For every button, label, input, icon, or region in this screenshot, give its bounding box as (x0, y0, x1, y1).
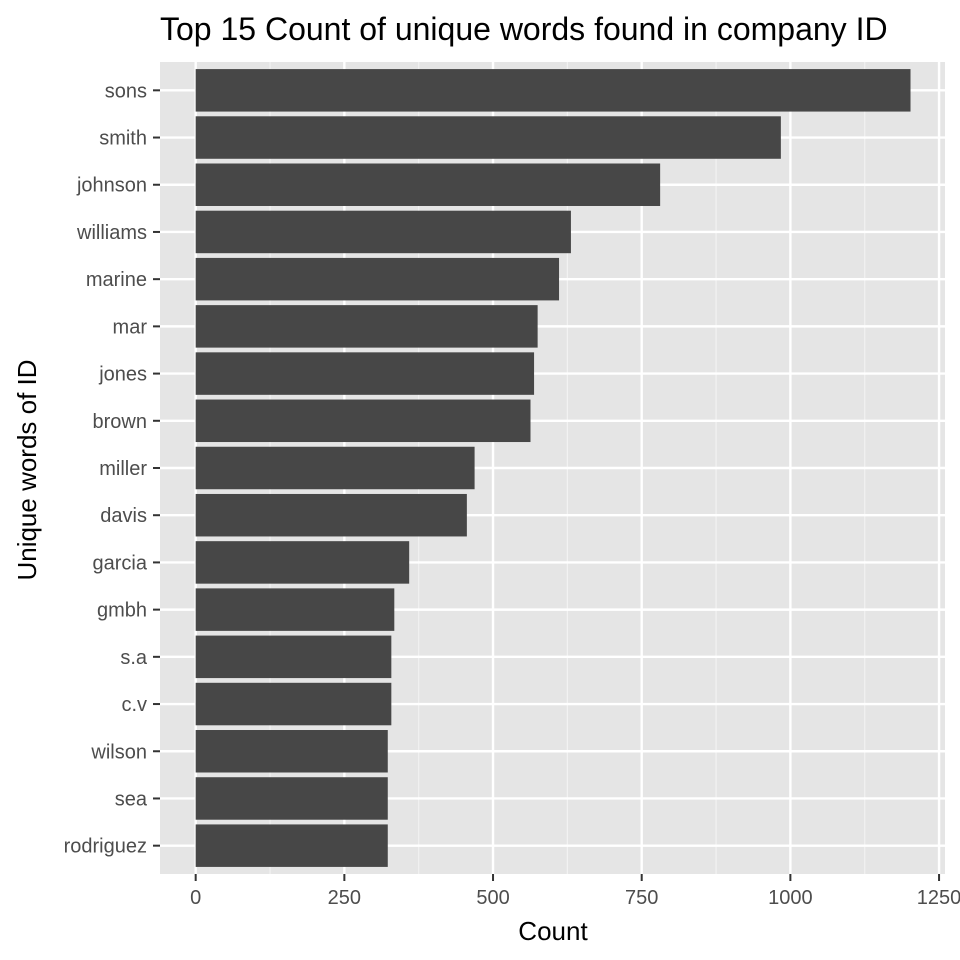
y-axis: sons smith johnson williams marine mar jones br… (64, 80, 160, 858)
bar-garcia (195, 541, 410, 584)
y-tick-label: jones (98, 364, 147, 386)
y-tick-label: mar (113, 316, 148, 338)
x-tick-label: 1000 (768, 887, 813, 909)
bar-rodriguez (195, 824, 388, 867)
y-tick-label: davis (100, 505, 147, 527)
bar-miller (195, 446, 475, 490)
y-tick-label: marine (86, 269, 147, 291)
y-tick-label: johnson (76, 175, 147, 197)
y-tick-label: rodriguez (64, 836, 147, 858)
x-tick-label: 750 (625, 887, 658, 909)
bar-davis (195, 493, 467, 537)
bar-gmbh (195, 588, 395, 631)
y-tick-label: williams (76, 222, 147, 244)
bar-sons (195, 69, 911, 112)
bar-c-v (195, 682, 392, 726)
y-tick-label: wilson (90, 741, 147, 763)
x-tick-label: 500 (476, 887, 509, 909)
y-tick-label: c.v (121, 694, 147, 716)
y-tick-label: gmbh (97, 600, 147, 622)
bar-sea (195, 777, 388, 820)
bar-wilson (195, 730, 388, 773)
bar-jones (195, 352, 535, 395)
x-tick-label: 1250 (917, 887, 960, 909)
x-axis-title: Count (518, 916, 588, 946)
bar-smith (195, 116, 781, 159)
bar-brown (195, 399, 531, 443)
y-axis-title: Unique words of ID (12, 359, 42, 580)
bar-s-a (195, 635, 392, 679)
bar-williams (195, 210, 571, 254)
x-tick-label: 0 (190, 887, 201, 909)
chart-title: Top 15 Count of unique words found in co… (160, 11, 888, 47)
y-tick-label: garcia (93, 552, 148, 574)
y-tick-label: sons (105, 80, 147, 102)
x-tick-label: 250 (328, 887, 361, 909)
y-tick-label: s.a (120, 647, 148, 669)
bar-johnson (195, 163, 661, 206)
y-tick-label: brown (93, 411, 147, 433)
bar-mar (195, 305, 538, 348)
x-axis: 0 250 500 750 1000 1250 (190, 874, 960, 909)
y-tick-label: miller (99, 458, 147, 480)
y-tick-label: sea (115, 788, 148, 810)
bars (195, 69, 911, 867)
y-tick-label: smith (99, 128, 147, 150)
bar-marine (195, 257, 560, 301)
